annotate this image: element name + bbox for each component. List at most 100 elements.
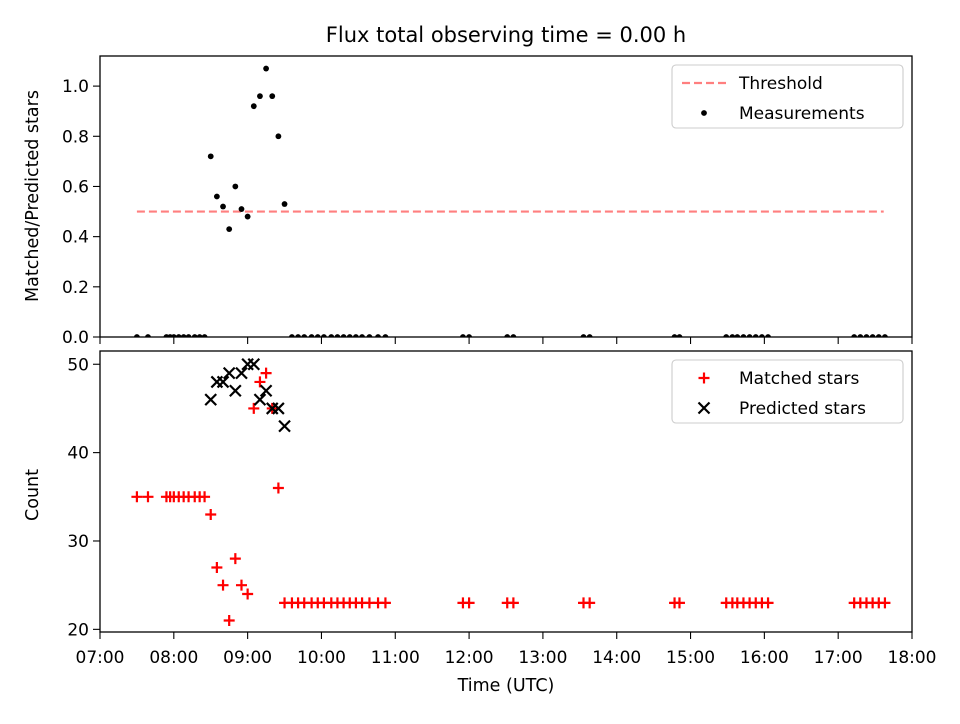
- matched-star-point: [242, 588, 254, 600]
- predicted-star-point: [247, 357, 261, 371]
- y-tick-label: 0.2: [62, 278, 89, 298]
- measurement-point: [263, 65, 269, 72]
- legend-label: Predicted stars: [739, 399, 866, 419]
- matched-star-point: [235, 579, 247, 591]
- legend-label: Threshold: [738, 74, 823, 94]
- matched-star-point: [248, 402, 260, 414]
- x-tick-label: 11:00: [371, 648, 420, 668]
- y-tick-label: 1.0: [62, 77, 89, 97]
- matched-star-point: [199, 491, 211, 503]
- axes-frame: [99, 350, 913, 633]
- predicted-star-point: [253, 393, 267, 406]
- chart-title: Flux total observing time = 0.00 h: [326, 23, 686, 47]
- x-tick-label: 10:00: [297, 648, 346, 668]
- measurement-point: [359, 334, 365, 337]
- y-axis-label-top: Matched/Predicted stars: [23, 90, 43, 302]
- legend-label: Matched stars: [739, 369, 859, 389]
- matched-star-point: [260, 367, 272, 379]
- plot-area: [131, 357, 891, 627]
- legend-label: Measurements: [739, 104, 865, 124]
- predicted-star-point: [272, 402, 285, 415]
- matched-star-point: [211, 561, 223, 573]
- measurement-point: [882, 334, 888, 337]
- y-tick-label: 30: [67, 532, 89, 552]
- measurement-point: [875, 334, 882, 337]
- x-tick-label: 09:00: [223, 648, 272, 668]
- measurement-point: [863, 334, 870, 337]
- matched-star-point: [229, 553, 241, 565]
- matched-star-point: [254, 376, 266, 388]
- x-tick-label: 14:00: [592, 648, 641, 668]
- matched-star-point: [507, 597, 519, 609]
- y-tick-label: 40: [67, 444, 89, 464]
- x-tick-label: 12:00: [445, 648, 494, 668]
- measurement-point: [504, 334, 511, 337]
- measurement-point: [869, 334, 876, 337]
- measurement-point: [734, 334, 741, 337]
- measurement-point: [201, 334, 208, 337]
- matched-star-point: [272, 482, 284, 494]
- measurement-point: [226, 226, 233, 233]
- measurement-point: [232, 183, 239, 190]
- measurement-point: [220, 203, 226, 210]
- x-tick-label: 15:00: [666, 648, 715, 668]
- measurement-point: [671, 334, 678, 337]
- matched-star-point: [142, 491, 154, 503]
- x-tick-label: 16:00: [740, 648, 789, 668]
- matched-star-point: [879, 597, 891, 609]
- measurement-point: [314, 334, 321, 337]
- measurement-point: [729, 334, 736, 337]
- measurement-point: [257, 93, 263, 100]
- measurement-point: [170, 334, 177, 337]
- legend: Matched stars Predicted stars: [671, 359, 904, 424]
- predicted-star-point: [204, 393, 218, 406]
- measurement-point: [676, 334, 683, 337]
- y-tick-label: 0.4: [62, 228, 89, 248]
- predicted-star-point: [222, 366, 236, 380]
- measurement-point: [340, 334, 347, 337]
- measurement-point: [196, 334, 203, 337]
- x-tick-label: 08:00: [149, 648, 198, 668]
- predicted-star-point: [278, 419, 291, 433]
- measurement-point: [460, 334, 466, 337]
- measurement-point: [295, 334, 301, 337]
- measurement-point: [134, 334, 140, 337]
- x-tick-label: 17:00: [814, 648, 863, 668]
- axes-frame: [99, 55, 913, 338]
- measurement-point: [851, 334, 858, 337]
- legend-box: [671, 359, 904, 424]
- measurement-point: [580, 334, 587, 337]
- measurement-point: [281, 201, 288, 207]
- legend-marker-predicted-stars: [697, 401, 711, 415]
- measurement-point: [238, 206, 245, 212]
- measurement-point: [765, 334, 771, 337]
- measurement-point: [752, 334, 759, 337]
- measurement-point: [180, 334, 187, 337]
- matched-star-point: [131, 491, 143, 503]
- matched-star-point: [762, 597, 774, 609]
- y-tick-label: 0.6: [62, 177, 89, 197]
- measurement-point: [145, 334, 151, 337]
- legend-box: [671, 64, 904, 129]
- matched-star-point: [584, 597, 596, 609]
- measurement-point: [213, 193, 220, 200]
- measurement-point: [353, 334, 359, 337]
- measurement-point: [321, 334, 327, 337]
- matched-star-point: [217, 579, 229, 591]
- measurement-point: [346, 334, 353, 337]
- y-tick-label: 0.8: [62, 127, 89, 147]
- y-tick-label: 0.0: [62, 328, 89, 348]
- measurement-point: [301, 334, 308, 337]
- measurement-point: [275, 133, 282, 140]
- measurement-point: [759, 334, 765, 337]
- measurement-point: [382, 334, 389, 337]
- measurement-point: [244, 213, 251, 220]
- measurement-point: [269, 93, 276, 100]
- x-tick-label: 18:00: [888, 648, 937, 668]
- matched-star-point: [673, 597, 685, 609]
- measurement-point: [740, 334, 747, 337]
- measurement-point: [466, 334, 472, 337]
- predicted-star-point: [229, 384, 242, 398]
